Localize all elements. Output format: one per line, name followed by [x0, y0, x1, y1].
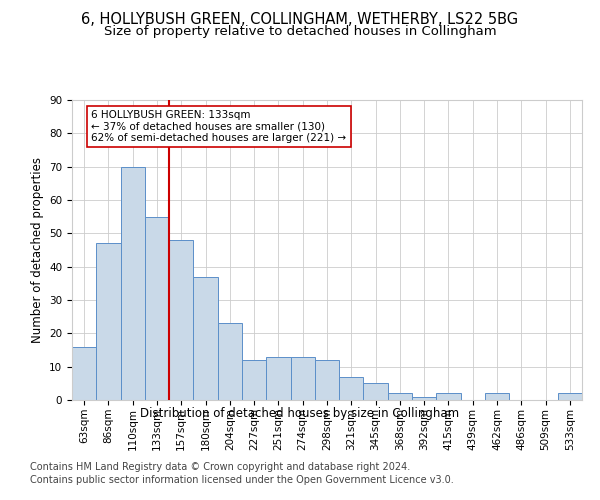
Bar — [145, 216, 169, 400]
Bar — [193, 276, 218, 400]
Bar — [364, 384, 388, 400]
Bar — [96, 244, 121, 400]
Bar — [485, 394, 509, 400]
Text: 6, HOLLYBUSH GREEN, COLLINGHAM, WETHERBY, LS22 5BG: 6, HOLLYBUSH GREEN, COLLINGHAM, WETHERBY… — [82, 12, 518, 28]
Text: Distribution of detached houses by size in Collingham: Distribution of detached houses by size … — [140, 408, 460, 420]
Y-axis label: Number of detached properties: Number of detached properties — [31, 157, 44, 343]
Bar — [72, 346, 96, 400]
Text: Size of property relative to detached houses in Collingham: Size of property relative to detached ho… — [104, 25, 496, 38]
Bar — [315, 360, 339, 400]
Bar — [290, 356, 315, 400]
Text: Contains public sector information licensed under the Open Government Licence v3: Contains public sector information licen… — [30, 475, 454, 485]
Bar — [412, 396, 436, 400]
Bar — [266, 356, 290, 400]
Bar — [242, 360, 266, 400]
Bar — [339, 376, 364, 400]
Bar — [558, 394, 582, 400]
Bar — [218, 324, 242, 400]
Text: 6 HOLLYBUSH GREEN: 133sqm
← 37% of detached houses are smaller (130)
62% of semi: 6 HOLLYBUSH GREEN: 133sqm ← 37% of detac… — [91, 110, 347, 143]
Bar — [436, 394, 461, 400]
Bar — [169, 240, 193, 400]
Bar — [388, 394, 412, 400]
Text: Contains HM Land Registry data © Crown copyright and database right 2024.: Contains HM Land Registry data © Crown c… — [30, 462, 410, 472]
Bar — [121, 166, 145, 400]
